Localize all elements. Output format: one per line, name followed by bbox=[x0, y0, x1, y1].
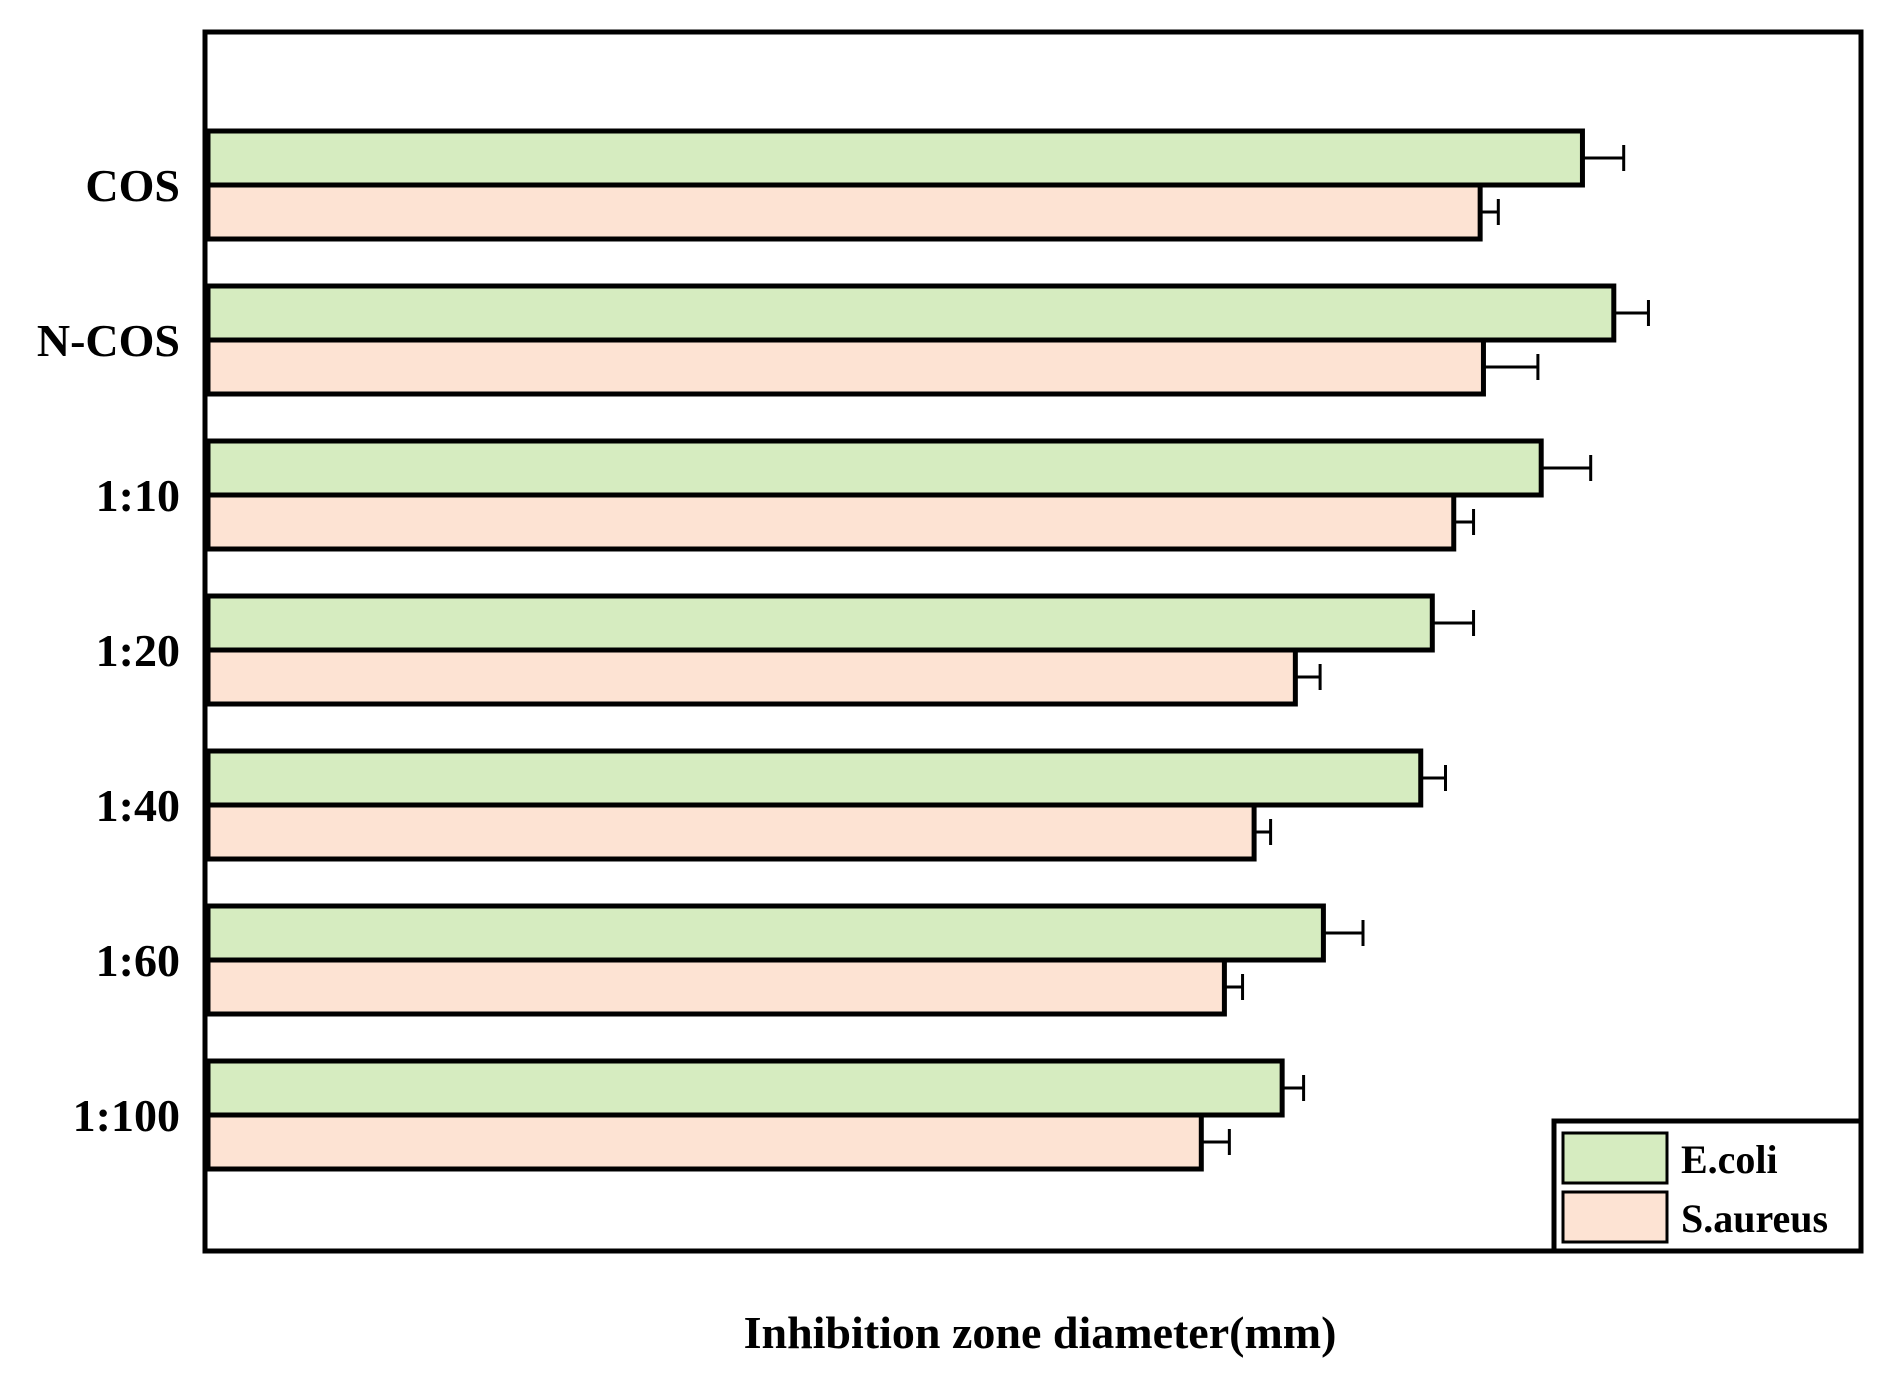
bar-e-coli bbox=[205, 593, 1435, 653]
bars-layer bbox=[205, 128, 1650, 1172]
category-label: 1:100 bbox=[73, 1090, 180, 1141]
bar-e-coli bbox=[205, 903, 1326, 963]
bar-s-aureus bbox=[205, 802, 1257, 862]
bar-e-coli bbox=[205, 748, 1424, 808]
bar-s-aureus bbox=[205, 182, 1483, 242]
bar-s-aureus bbox=[205, 647, 1298, 707]
bar-s-aureus bbox=[205, 1112, 1204, 1172]
category-label: COS bbox=[85, 160, 180, 211]
bar-s-aureus bbox=[205, 957, 1227, 1017]
category-labels: COS N-COS 1:10 1:20 1:40 1:60 1:100 bbox=[37, 160, 180, 1141]
category-label: N-COS bbox=[37, 315, 180, 366]
legend-swatch-saureus bbox=[1561, 1190, 1669, 1244]
bar-e-coli bbox=[205, 1058, 1285, 1118]
legend-label-saureus: S.aureus bbox=[1681, 1196, 1828, 1241]
legend-swatch-ecoli bbox=[1561, 1131, 1669, 1185]
bar-e-coli bbox=[205, 438, 1544, 498]
bar-e-coli bbox=[205, 283, 1617, 343]
bar-s-aureus bbox=[205, 492, 1457, 552]
x-axis-label: Inhibition zone diameter(mm) bbox=[744, 1307, 1337, 1358]
legend-label-ecoli: E.coli bbox=[1681, 1137, 1778, 1182]
category-label: 1:40 bbox=[96, 780, 180, 831]
category-label: 1:10 bbox=[96, 470, 180, 521]
legend: E.coli S.aureus bbox=[1551, 1118, 1864, 1254]
bar-s-aureus bbox=[205, 337, 1486, 397]
bar-e-coli bbox=[205, 128, 1585, 188]
category-label: 1:20 bbox=[96, 625, 180, 676]
category-label: 1:60 bbox=[96, 935, 180, 986]
